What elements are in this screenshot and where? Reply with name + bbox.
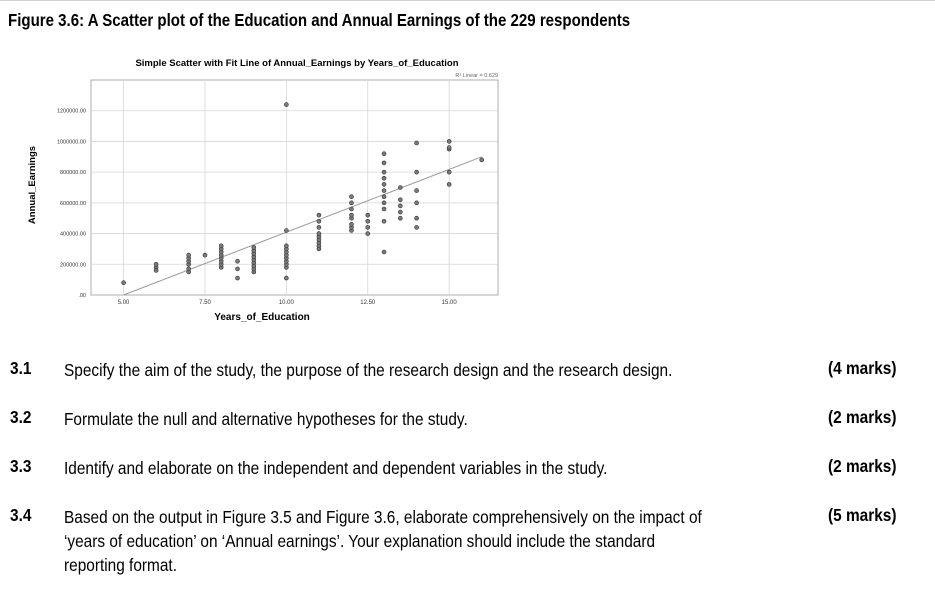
scatter-point	[251, 245, 257, 250]
y-tick-label: 400000.00	[60, 232, 86, 238]
scatter-chart: Simple Scatter with Fit Line of Annual_E…	[27, 58, 499, 323]
question-text: Formulate the null and alternative hypot…	[64, 409, 468, 429]
scatter-point	[284, 228, 289, 233]
scatter-point	[316, 218, 322, 224]
scatter-point	[381, 151, 387, 157]
scatter-point	[381, 188, 387, 193]
question-number: 3.1	[10, 358, 32, 378]
scatter-point	[446, 182, 452, 187]
x-axis-label: Years_of_Education	[214, 312, 310, 323]
scatter-point	[381, 218, 387, 224]
scatter-point	[153, 261, 159, 267]
scatter-point	[186, 266, 191, 272]
y-tick-label: 1200000.00	[57, 109, 86, 115]
scatter-point	[121, 280, 126, 286]
scatter-point	[349, 206, 354, 212]
scatter-point	[381, 160, 387, 166]
fit-line	[123, 156, 482, 296]
y-tick-label: 1000000.00	[57, 139, 86, 145]
scatter-point	[398, 215, 403, 221]
scatter-point	[381, 200, 387, 206]
chart-title: Simple Scatter with Fit Line of Annual_E…	[135, 58, 458, 69]
scatter-point	[381, 194, 387, 200]
question-marks: (2 marks)	[828, 407, 897, 427]
scatter-point	[349, 200, 354, 206]
scatter-point	[381, 249, 387, 255]
scatter-point	[381, 169, 387, 175]
scatter-point	[365, 225, 371, 230]
fit-line-label: R² Linear = 0.629	[455, 73, 498, 79]
question-text: Based on the output in Figure 3.5 and Fi…	[64, 507, 702, 575]
plot-area	[90, 79, 499, 296]
scatter-point	[414, 140, 419, 146]
scatter-point	[381, 175, 387, 181]
scatter-point	[398, 203, 403, 209]
top-rule	[0, 0, 935, 1]
scatter-point	[414, 225, 419, 230]
scatter-point	[316, 231, 322, 236]
scatter-point	[479, 157, 485, 163]
y-tick-label: 800000.00	[60, 170, 86, 176]
scatter-point	[235, 266, 240, 272]
question-marks: (5 marks)	[828, 505, 897, 525]
scatter-point	[186, 252, 191, 258]
scatter-point	[398, 197, 403, 203]
question-text: Identify and elaborate on the independen…	[64, 458, 608, 478]
x-tick-label: 15.00	[442, 300, 458, 306]
scatter-point	[202, 252, 208, 258]
y-axis-label: Annual_Earnings	[27, 146, 38, 224]
scatter-point	[446, 169, 452, 175]
scatter-point	[381, 206, 387, 212]
scatter-point	[398, 185, 403, 190]
question-number: 3.2	[10, 407, 32, 427]
scatter-point	[284, 243, 289, 249]
scatter-point	[284, 102, 289, 107]
y-tick-label: 200000.00	[60, 262, 86, 268]
figure-title: Figure 3.6: A Scatter plot of the Educat…	[8, 10, 631, 30]
scatter-point	[446, 139, 452, 144]
question-text: Specify the aim of the study, the purpos…	[64, 360, 673, 380]
scatter-point	[365, 218, 371, 224]
scatter-point	[316, 225, 322, 230]
scatter-point	[414, 188, 419, 193]
axis-ticks: 5.00 7.50 10.00 12.50 15.00 .00 200000.00 40000…	[57, 109, 457, 306]
question-marks: (4 marks)	[828, 358, 897, 378]
scatter-point	[381, 182, 387, 187]
scatter-point	[284, 275, 289, 281]
scatter-point	[235, 275, 240, 281]
scatter-point	[235, 258, 240, 264]
question-number: 3.4	[10, 505, 32, 525]
question-marks: (2 marks)	[828, 456, 897, 476]
scatter-point	[349, 212, 354, 218]
scatter-point	[365, 212, 371, 218]
scatter-point	[414, 200, 419, 206]
data-points	[121, 102, 485, 286]
x-tick-label: 10.00	[279, 300, 295, 306]
scatter-point	[316, 212, 322, 218]
y-tick-label: 600000.00	[60, 201, 86, 207]
scatter-point	[153, 268, 159, 273]
scatter-point	[446, 145, 452, 150]
y-tick-label: .00	[78, 293, 86, 299]
grid-lines	[91, 80, 498, 295]
scatter-point	[218, 243, 224, 249]
scatter-point	[349, 194, 354, 200]
x-tick-label: 7.50	[199, 300, 211, 306]
scatter-point	[414, 169, 419, 175]
scatter-point	[414, 215, 419, 221]
x-tick-label: 12.50	[360, 300, 376, 306]
scatter-point	[365, 231, 371, 236]
question-number: 3.3	[10, 456, 32, 476]
scatter-point	[398, 209, 403, 215]
scatter-point	[349, 222, 354, 227]
x-tick-label: 5.00	[118, 300, 130, 306]
